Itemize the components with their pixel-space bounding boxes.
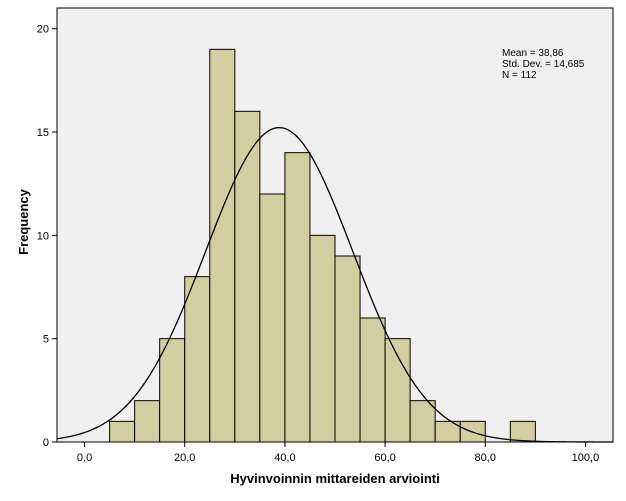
x-tick-label: 60,0 [374,452,395,464]
stats-mean: Mean = 38,86 [502,48,564,59]
x-tick-label: 80,0 [475,452,496,464]
y-tick-label: 0 [43,437,49,449]
histogram-bar [284,152,311,443]
histogram-bar [309,234,336,443]
y-tick-label: 10 [37,230,49,242]
x-axis-ticks: 0,0 20,0 40,0 60,0 80,0 100,0 [77,442,599,464]
normal-curve [56,126,613,443]
histogram-bar [509,420,536,443]
histogram-bar [109,420,136,443]
histogram-bar [209,48,236,443]
histogram-bar [134,400,161,443]
histogram-bar [359,317,386,443]
stats-box: Mean = 38,86 Std. Dev. = 14,685 N = 112 [502,48,585,81]
x-tick-label: 0,0 [77,452,92,464]
y-tick-label: 15 [37,127,49,139]
histogram-bar [184,276,211,443]
y-axis-label: Frequency [16,188,31,255]
x-tick-label: 40,0 [274,452,295,464]
histogram-bar [234,110,261,443]
stats-n: N = 112 [502,70,537,81]
histogram-bar [334,255,361,443]
y-tick-label: 20 [37,24,49,36]
histogram-bar [409,400,436,443]
bars-group [109,48,536,443]
histogram-bar [259,193,286,443]
x-axis-label: Hyvinvoinnin mittareiden arviointi [230,471,439,486]
stats-std-dev: Std. Dev. = 14,685 [502,59,585,70]
histogram-bar [159,338,186,443]
y-axis-ticks: 0 5 10 15 20 [37,24,57,449]
histogram-bar [384,338,411,443]
x-tick-label: 100,0 [572,452,600,464]
y-tick-label: 5 [43,334,49,346]
x-tick-label: 20,0 [174,452,195,464]
